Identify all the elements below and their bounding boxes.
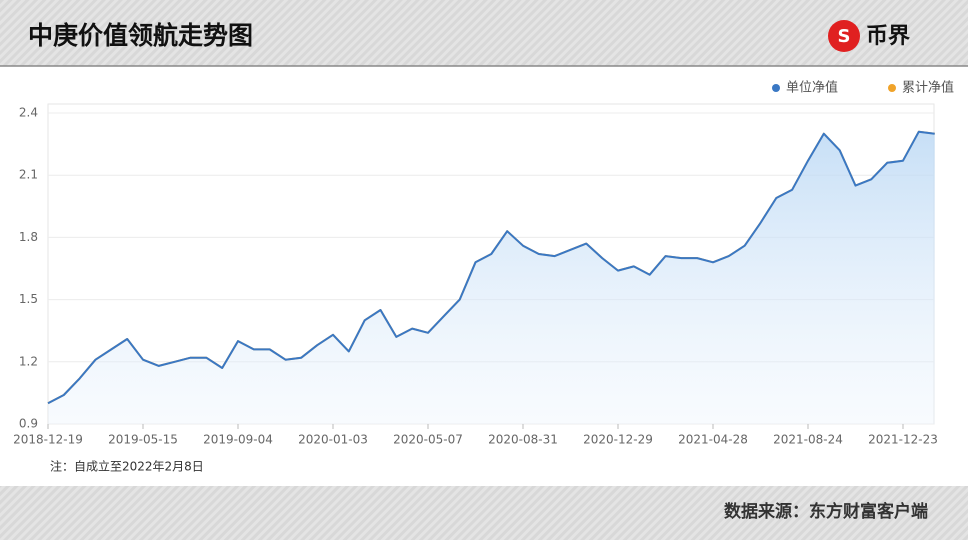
series-line bbox=[47, 130, 935, 405]
logo-icon bbox=[828, 20, 860, 52]
x-tick-label: 2021-12-23 bbox=[868, 433, 938, 447]
x-tick-label: 2020-05-07 bbox=[393, 433, 463, 447]
legend-marker bbox=[888, 84, 896, 92]
x-tick-label: 2021-08-24 bbox=[773, 433, 843, 447]
brand: 币界 bbox=[866, 24, 910, 49]
header-band bbox=[0, 0, 968, 66]
x-tick-label: 2020-12-29 bbox=[583, 433, 653, 447]
x-tick-label: 2021-04-28 bbox=[678, 433, 748, 447]
y-tick-label: 1.8 bbox=[19, 230, 38, 244]
chart-title: 中庚价值领航走势图 bbox=[28, 21, 253, 50]
y-tick-label: 2.1 bbox=[19, 168, 38, 182]
y-tick-label: 0.9 bbox=[19, 417, 38, 431]
x-tick-label: 2019-09-04 bbox=[203, 433, 273, 447]
legend-label: 单位净值 bbox=[786, 80, 838, 96]
logo-glyph: S bbox=[838, 26, 851, 47]
legend-marker bbox=[772, 84, 780, 92]
y-tick-label: 1.2 bbox=[19, 354, 38, 368]
source: 数据来源：东方财富客户端 bbox=[724, 501, 928, 522]
note: 注：自成立至2022年2月8日 bbox=[50, 459, 204, 474]
area-fill bbox=[48, 131, 935, 424]
y-tick-label: 1.5 bbox=[19, 292, 38, 306]
y-tick-label: 2.4 bbox=[19, 106, 38, 120]
x-tick-label: 2018-12-19 bbox=[13, 433, 83, 447]
legend-label: 累计净值 bbox=[902, 80, 954, 96]
x-tick-label: 2019-05-15 bbox=[108, 433, 178, 447]
footer-band bbox=[0, 486, 968, 540]
x-tick-label: 2020-01-03 bbox=[298, 433, 368, 447]
x-tick-label: 2020-08-31 bbox=[488, 433, 558, 447]
